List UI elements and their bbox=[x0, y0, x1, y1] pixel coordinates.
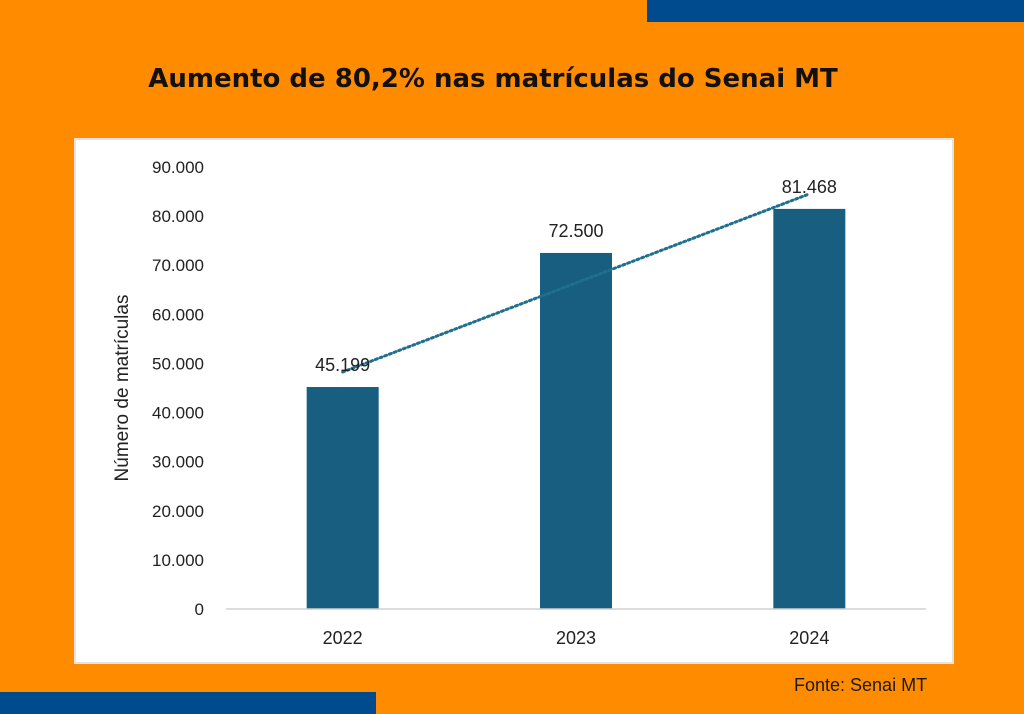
bar-2022 bbox=[306, 387, 379, 609]
y-tick-label: 60.000 bbox=[152, 305, 204, 324]
data-label-2022: 45.199 bbox=[315, 355, 370, 375]
y-tick-label: 0 bbox=[195, 600, 204, 619]
x-tick-label: 2023 bbox=[556, 628, 596, 648]
y-tick-label: 80.000 bbox=[152, 207, 204, 226]
page-title: Aumento de 80,2% nas matrículas do Senai… bbox=[148, 64, 838, 94]
bottom-accent-band bbox=[0, 692, 376, 714]
data-label-2023: 72.500 bbox=[548, 221, 603, 241]
y-tick-label: 30.000 bbox=[152, 453, 204, 472]
trendline bbox=[341, 192, 811, 374]
chart-card: 0 10.000 20.000 30.000 40.000 50.000 60.000 70.… bbox=[74, 138, 954, 664]
y-tick-label: 90.000 bbox=[152, 158, 204, 177]
y-tick-label: 70.000 bbox=[152, 256, 204, 275]
x-tick-label: 2024 bbox=[789, 628, 829, 648]
y-tick-label: 50.000 bbox=[152, 354, 204, 373]
y-axis-title: Número de matrículas bbox=[112, 295, 133, 482]
source-note: Fonte: Senai MT bbox=[794, 675, 928, 695]
data-label-2024: 81.468 bbox=[782, 177, 837, 197]
y-tick-label: 40.000 bbox=[152, 404, 204, 423]
bar-2023 bbox=[540, 252, 612, 609]
bar-2024 bbox=[773, 208, 846, 609]
bar-chart: 0 10.000 20.000 30.000 40.000 50.000 60.000 70.… bbox=[112, 158, 926, 648]
top-accent-band bbox=[647, 0, 1024, 22]
y-tick-label: 20.000 bbox=[152, 502, 204, 521]
x-tick-label: 2022 bbox=[323, 628, 363, 648]
y-tick-label: 10.000 bbox=[152, 551, 204, 570]
